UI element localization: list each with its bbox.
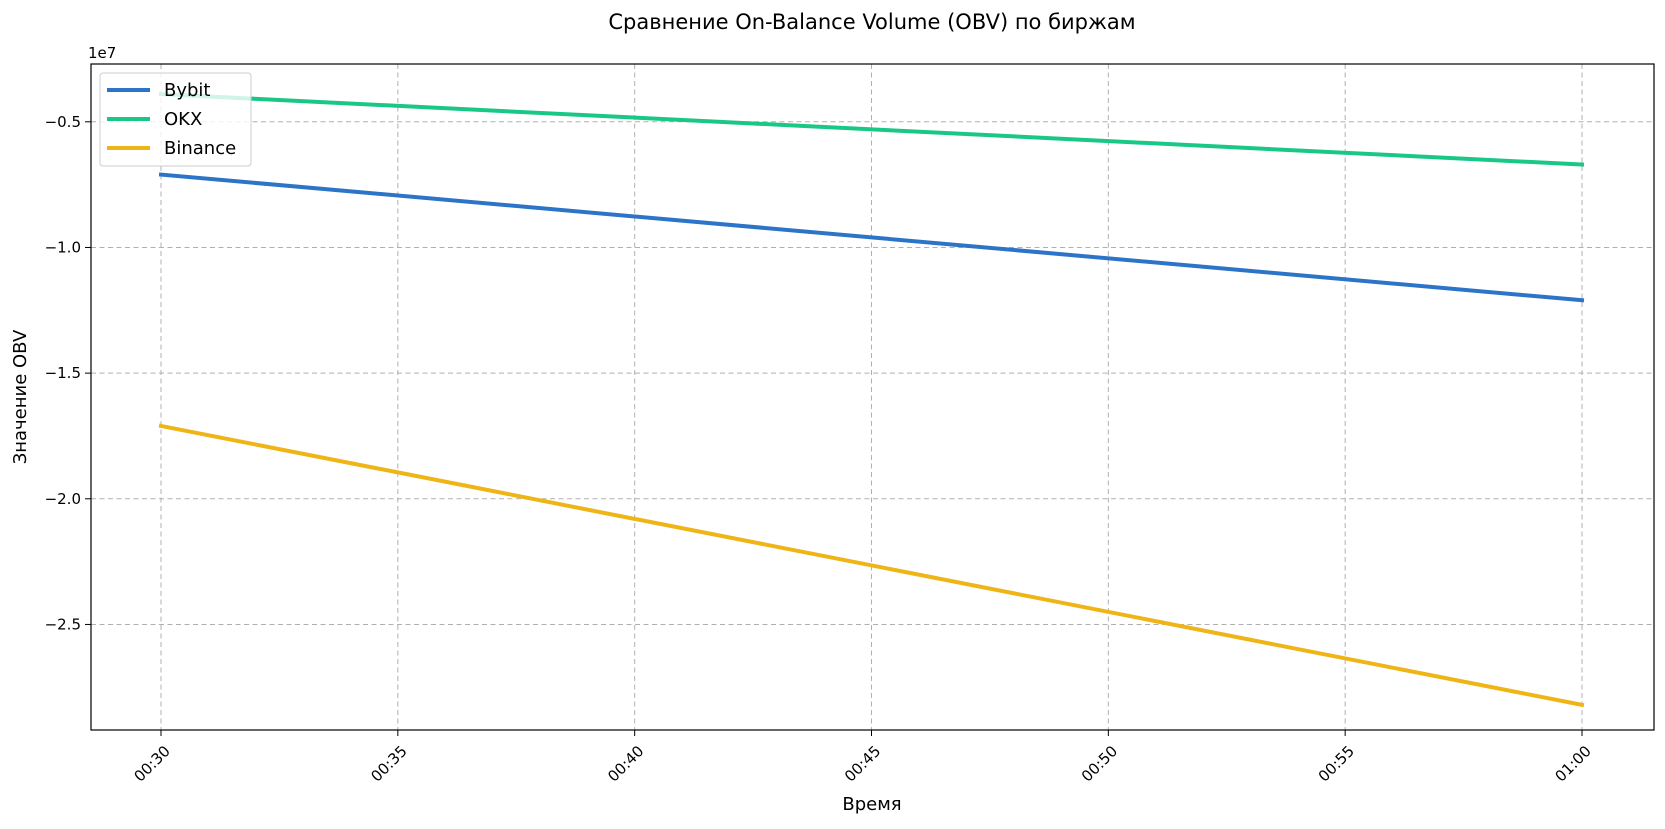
- x-axis-label: Время: [842, 794, 901, 815]
- x-tick-label: 00:50: [1078, 742, 1121, 785]
- series-line-okx: [158, 92, 1585, 167]
- y-tick-label: −2.0: [45, 490, 81, 508]
- plot-area-frame: [90, 63, 1655, 731]
- y-axis-offset-label: 1e7: [88, 44, 116, 62]
- x-tick-label: 00:30: [131, 742, 174, 785]
- legend: Bybit OKX Binance: [99, 72, 252, 167]
- y-tick-label: −1.0: [45, 238, 81, 256]
- series-line-binance: [158, 423, 1585, 708]
- y-tick-label: −0.5: [45, 113, 81, 131]
- legend-label-okx: OKX: [164, 109, 202, 130]
- grid: [91, 64, 1654, 730]
- legend-label-binance: Binance: [164, 138, 236, 159]
- x-tick-label: 00:40: [604, 742, 647, 785]
- legend-label-bybit: Bybit: [164, 80, 211, 101]
- x-tick-label: 00:45: [841, 742, 884, 785]
- y-tick-label: −2.5: [45, 615, 81, 633]
- y-axis: −0.5 −1.0 −1.5 −2.0 −2.5: [45, 113, 91, 633]
- series-line-bybit: [158, 172, 1585, 303]
- series-lines: [158, 92, 1585, 708]
- y-axis-label: Значение OBV: [10, 329, 31, 464]
- legend-box: [99, 72, 252, 167]
- x-axis: 00:30 00:35 00:40 00:45 00:50 00:55 01:00: [131, 730, 1595, 785]
- x-tick-label: 01:00: [1552, 742, 1595, 785]
- x-tick-label: 00:35: [367, 742, 410, 785]
- chart-title: Сравнение On-Balance Volume (OBV) по бир…: [608, 10, 1135, 34]
- y-tick-label: −1.5: [45, 364, 81, 382]
- x-tick-label: 00:55: [1315, 742, 1358, 785]
